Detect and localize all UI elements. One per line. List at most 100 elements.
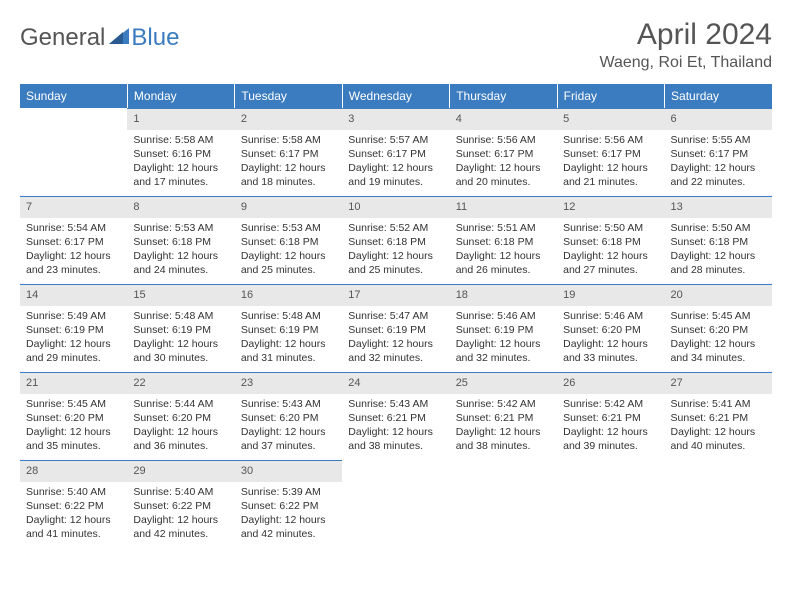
calendar-cell: 10Sunrise: 5:52 AMSunset: 6:18 PMDayligh… xyxy=(342,196,449,284)
day-body: Sunrise: 5:51 AMSunset: 6:18 PMDaylight:… xyxy=(450,218,557,284)
daylight-text: Daylight: 12 hours xyxy=(563,425,658,439)
month-title: April 2024 xyxy=(599,18,772,52)
daylight-text: Daylight: 12 hours xyxy=(671,425,766,439)
sunset-text: Sunset: 6:20 PM xyxy=(671,323,766,337)
calendar-week: 7Sunrise: 5:54 AMSunset: 6:17 PMDaylight… xyxy=(20,196,772,284)
daylight-text: Daylight: 12 hours xyxy=(241,337,336,351)
sunset-text: Sunset: 6:17 PM xyxy=(26,235,121,249)
sunrise-text: Sunrise: 5:42 AM xyxy=(563,397,658,411)
sunset-text: Sunset: 6:21 PM xyxy=(563,411,658,425)
day-header: Tuesday xyxy=(235,84,342,108)
day-body: Sunrise: 5:56 AMSunset: 6:17 PMDaylight:… xyxy=(450,130,557,196)
daylight-text: Daylight: 12 hours xyxy=(456,337,551,351)
daylight-text: Daylight: 12 hours xyxy=(456,249,551,263)
calendar-cell: 13Sunrise: 5:50 AMSunset: 6:18 PMDayligh… xyxy=(665,196,772,284)
daylight-text: and 35 minutes. xyxy=(26,439,121,453)
sunrise-text: Sunrise: 5:53 AM xyxy=(133,221,228,235)
sunset-text: Sunset: 6:21 PM xyxy=(671,411,766,425)
day-body: Sunrise: 5:41 AMSunset: 6:21 PMDaylight:… xyxy=(665,394,772,460)
daylight-text: Daylight: 12 hours xyxy=(26,513,121,527)
sunset-text: Sunset: 6:18 PM xyxy=(133,235,228,249)
sunrise-text: Sunrise: 5:58 AM xyxy=(241,133,336,147)
daylight-text: and 37 minutes. xyxy=(241,439,336,453)
daylight-text: and 42 minutes. xyxy=(133,527,228,541)
sunset-text: Sunset: 6:16 PM xyxy=(133,147,228,161)
sunset-text: Sunset: 6:20 PM xyxy=(241,411,336,425)
sunrise-text: Sunrise: 5:44 AM xyxy=(133,397,228,411)
daylight-text: and 33 minutes. xyxy=(563,351,658,365)
daylight-text: Daylight: 12 hours xyxy=(133,161,228,175)
daylight-text: Daylight: 12 hours xyxy=(348,425,443,439)
daylight-text: and 36 minutes. xyxy=(133,439,228,453)
day-body: Sunrise: 5:52 AMSunset: 6:18 PMDaylight:… xyxy=(342,218,449,284)
day-body: Sunrise: 5:45 AMSunset: 6:20 PMDaylight:… xyxy=(20,394,127,460)
day-number: 16 xyxy=(235,284,342,306)
daylight-text: Daylight: 12 hours xyxy=(26,425,121,439)
daylight-text: and 31 minutes. xyxy=(241,351,336,365)
calendar-cell: 14Sunrise: 5:49 AMSunset: 6:19 PMDayligh… xyxy=(20,284,127,372)
day-body: Sunrise: 5:53 AMSunset: 6:18 PMDaylight:… xyxy=(127,218,234,284)
day-body: Sunrise: 5:46 AMSunset: 6:20 PMDaylight:… xyxy=(557,306,664,372)
day-header: Wednesday xyxy=(342,84,449,108)
day-body: Sunrise: 5:50 AMSunset: 6:18 PMDaylight:… xyxy=(557,218,664,284)
sunrise-text: Sunrise: 5:47 AM xyxy=(348,309,443,323)
sunrise-text: Sunrise: 5:50 AM xyxy=(671,221,766,235)
day-number: 23 xyxy=(235,372,342,394)
sunrise-text: Sunrise: 5:43 AM xyxy=(348,397,443,411)
sunrise-text: Sunrise: 5:51 AM xyxy=(456,221,551,235)
sunrise-text: Sunrise: 5:43 AM xyxy=(241,397,336,411)
calendar-cell: 24Sunrise: 5:43 AMSunset: 6:21 PMDayligh… xyxy=(342,372,449,460)
sunrise-text: Sunrise: 5:54 AM xyxy=(26,221,121,235)
sunrise-text: Sunrise: 5:52 AM xyxy=(348,221,443,235)
daylight-text: and 41 minutes. xyxy=(26,527,121,541)
daylight-text: Daylight: 12 hours xyxy=(671,337,766,351)
calendar-week: 1Sunrise: 5:58 AMSunset: 6:16 PMDaylight… xyxy=(20,108,772,196)
daylight-text: and 32 minutes. xyxy=(348,351,443,365)
day-number: 17 xyxy=(342,284,449,306)
calendar-cell: 17Sunrise: 5:47 AMSunset: 6:19 PMDayligh… xyxy=(342,284,449,372)
calendar-cell: 8Sunrise: 5:53 AMSunset: 6:18 PMDaylight… xyxy=(127,196,234,284)
daylight-text: and 25 minutes. xyxy=(348,263,443,277)
sunrise-text: Sunrise: 5:46 AM xyxy=(563,309,658,323)
day-number: 3 xyxy=(342,108,449,130)
daylight-text: Daylight: 12 hours xyxy=(133,337,228,351)
calendar-week: 21Sunrise: 5:45 AMSunset: 6:20 PMDayligh… xyxy=(20,372,772,460)
day-number: 8 xyxy=(127,196,234,218)
day-header: Friday xyxy=(557,84,664,108)
daylight-text: Daylight: 12 hours xyxy=(671,249,766,263)
brand-part1: General xyxy=(20,24,105,52)
daylight-text: Daylight: 12 hours xyxy=(26,337,121,351)
sunset-text: Sunset: 6:18 PM xyxy=(456,235,551,249)
sunset-text: Sunset: 6:19 PM xyxy=(241,323,336,337)
calendar-cell: 28Sunrise: 5:40 AMSunset: 6:22 PMDayligh… xyxy=(20,460,127,548)
day-number: 21 xyxy=(20,372,127,394)
sunset-text: Sunset: 6:19 PM xyxy=(456,323,551,337)
daylight-text: Daylight: 12 hours xyxy=(241,249,336,263)
sunrise-text: Sunrise: 5:41 AM xyxy=(671,397,766,411)
calendar-cell: 11Sunrise: 5:51 AMSunset: 6:18 PMDayligh… xyxy=(450,196,557,284)
calendar-cell: 26Sunrise: 5:42 AMSunset: 6:21 PMDayligh… xyxy=(557,372,664,460)
daylight-text: and 26 minutes. xyxy=(456,263,551,277)
daylight-text: and 18 minutes. xyxy=(241,175,336,189)
sunset-text: Sunset: 6:20 PM xyxy=(563,323,658,337)
calendar-cell: 27Sunrise: 5:41 AMSunset: 6:21 PMDayligh… xyxy=(665,372,772,460)
day-number: 22 xyxy=(127,372,234,394)
calendar-cell xyxy=(342,460,449,548)
day-body: Sunrise: 5:58 AMSunset: 6:16 PMDaylight:… xyxy=(127,130,234,196)
day-body: Sunrise: 5:55 AMSunset: 6:17 PMDaylight:… xyxy=(665,130,772,196)
sunrise-text: Sunrise: 5:46 AM xyxy=(456,309,551,323)
daylight-text: and 28 minutes. xyxy=(671,263,766,277)
day-body: Sunrise: 5:46 AMSunset: 6:19 PMDaylight:… xyxy=(450,306,557,372)
day-number: 4 xyxy=(450,108,557,130)
daylight-text: and 38 minutes. xyxy=(456,439,551,453)
sunset-text: Sunset: 6:17 PM xyxy=(563,147,658,161)
day-body: Sunrise: 5:45 AMSunset: 6:20 PMDaylight:… xyxy=(665,306,772,372)
calendar-cell: 7Sunrise: 5:54 AMSunset: 6:17 PMDaylight… xyxy=(20,196,127,284)
day-number: 14 xyxy=(20,284,127,306)
calendar-cell: 30Sunrise: 5:39 AMSunset: 6:22 PMDayligh… xyxy=(235,460,342,548)
calendar-cell xyxy=(20,108,127,196)
sunset-text: Sunset: 6:21 PM xyxy=(456,411,551,425)
daylight-text: and 24 minutes. xyxy=(133,263,228,277)
daylight-text: Daylight: 12 hours xyxy=(241,425,336,439)
calendar-cell: 23 Sunrise: 5:43 AMSunset: 6:20 PMDayligh… xyxy=(235,372,342,460)
